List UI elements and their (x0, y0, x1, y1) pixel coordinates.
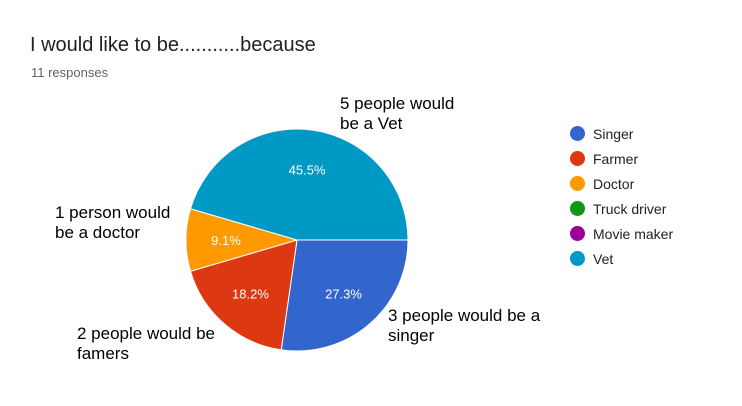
pie-slice-vet (189, 128, 409, 241)
legend-item-truck-driver: Truck driver (570, 196, 673, 221)
chart-title: I would like to be...........because (30, 34, 316, 56)
legend-label: Truck driver (593, 200, 667, 217)
legend-swatch (570, 176, 585, 191)
legend-label: Movie maker (593, 225, 674, 242)
legend-label: Singer (593, 125, 634, 142)
legend-item-vet: Vet (570, 246, 673, 271)
legend-swatch (570, 226, 585, 241)
legend-swatch (570, 251, 585, 266)
pie-slice-farmer (189, 239, 298, 351)
legend-swatch (570, 126, 585, 141)
annotation-vet: 5 people would be a Vet (340, 94, 455, 133)
legend-swatch (570, 151, 585, 166)
legend: Singer Farmer Doctor Truck driver Movie make… (570, 121, 673, 271)
annotation-singer: 3 people would be a singer (388, 306, 541, 345)
legend-label: Doctor (593, 175, 635, 192)
pie-slice-singer (280, 239, 409, 352)
slice-label-doctor: 9.1% (211, 233, 241, 248)
legend-item-singer: Singer (570, 121, 673, 146)
legend-item-doctor: Doctor (570, 171, 673, 196)
legend-swatch (570, 201, 585, 216)
response-count: 11 responses (31, 65, 109, 80)
legend-item-farmer: Farmer (570, 146, 673, 171)
legend-label: Farmer (593, 150, 639, 167)
annotation-farmer: 2 people would be famers (77, 324, 216, 363)
slice-label-vet: 45.5% (289, 163, 326, 178)
annotation-doctor: 1 person would be a doctor (55, 203, 171, 242)
legend-label: Vet (593, 250, 614, 267)
slice-label-singer: 27.3% (325, 287, 362, 302)
slice-label-farmer: 18.2% (232, 287, 269, 302)
legend-item-movie-maker: Movie maker (570, 221, 673, 246)
